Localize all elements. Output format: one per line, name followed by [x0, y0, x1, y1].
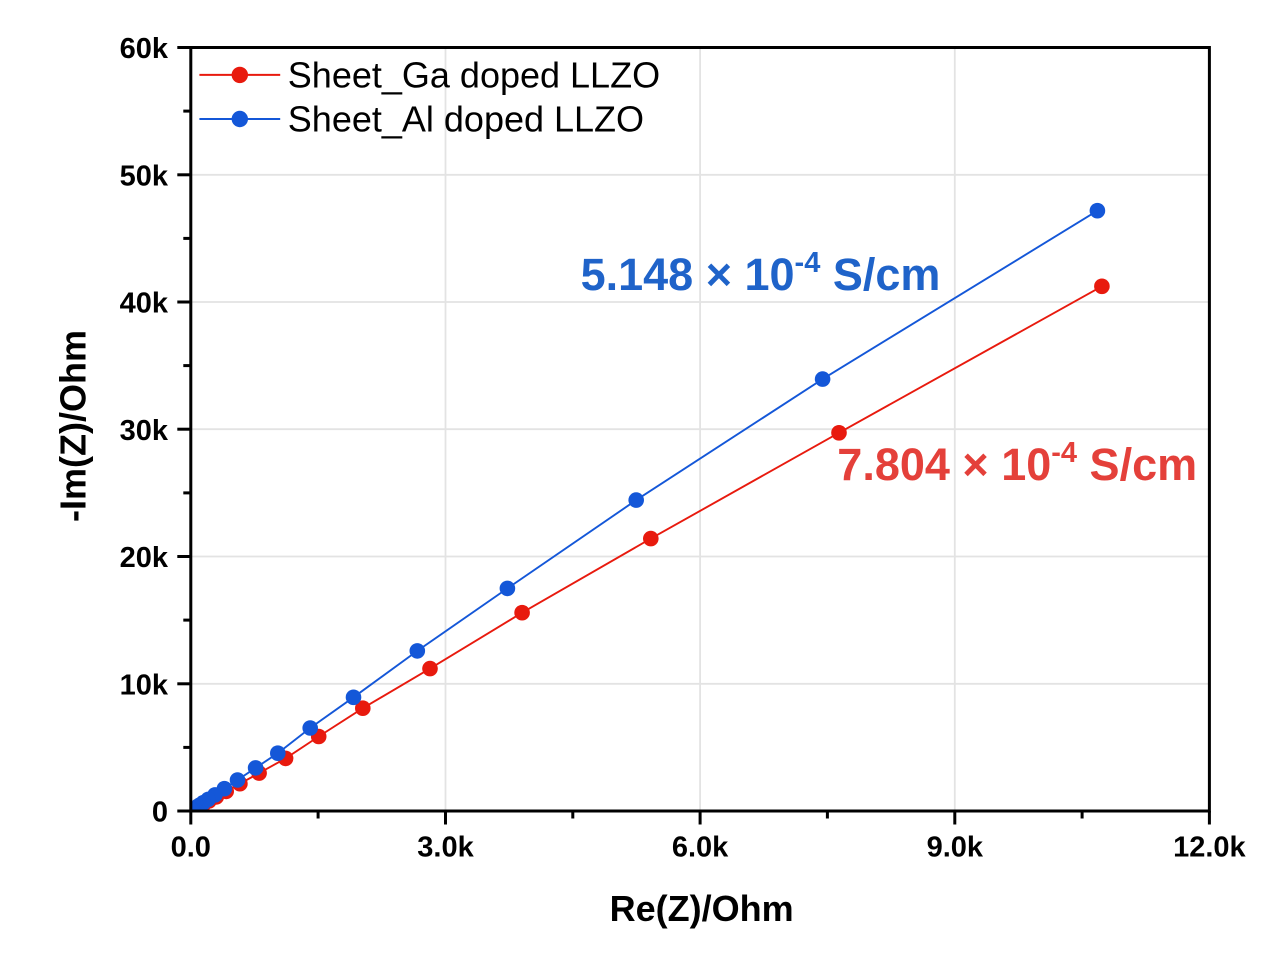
svg-text:6.0k: 6.0k [672, 831, 729, 863]
svg-text:60k: 60k [120, 33, 169, 65]
svg-text:0: 0 [152, 797, 168, 829]
svg-text:-Im(Z)/Ohm: -Im(Z)/Ohm [52, 330, 93, 522]
svg-text:50k: 50k [120, 160, 169, 192]
svg-text:20k: 20k [120, 542, 169, 574]
svg-text:7.804 × 10-4 S/cm: 7.804 × 10-4 S/cm [837, 437, 1197, 490]
svg-text:30k: 30k [120, 415, 169, 447]
svg-text:Sheet_Al doped LLZO: Sheet_Al doped LLZO [288, 99, 644, 140]
svg-text:10k: 10k [120, 669, 169, 701]
svg-text:3.0k: 3.0k [417, 831, 474, 863]
svg-text:Re(Z)/Ohm: Re(Z)/Ohm [610, 888, 794, 929]
svg-text:Sheet_Ga doped LLZO: Sheet_Ga doped LLZO [288, 55, 660, 96]
svg-text:9.0k: 9.0k [927, 831, 984, 863]
svg-text:0.0: 0.0 [171, 831, 211, 863]
svg-text:40k: 40k [120, 288, 169, 320]
svg-text:12.0k: 12.0k [1173, 831, 1246, 863]
svg-text:5.148 × 10-4 S/cm: 5.148 × 10-4 S/cm [581, 247, 941, 300]
